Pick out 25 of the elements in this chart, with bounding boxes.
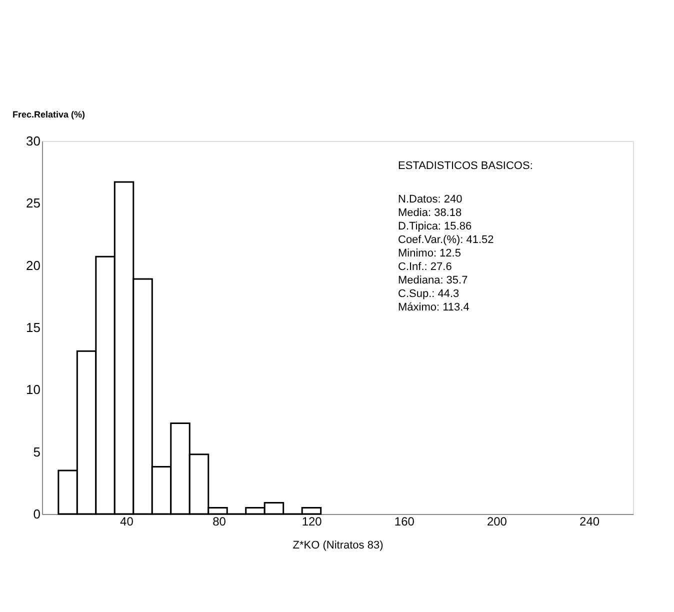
y-tick-label: 30 xyxy=(26,134,40,148)
x-tick-label: 40 xyxy=(120,514,134,528)
y-tick-label: 25 xyxy=(26,196,40,211)
annotation: ESTADISTICOS BASICOS: xyxy=(398,160,533,172)
annotation: Minimo: 12.5 xyxy=(398,248,461,260)
x-tick-label: 200 xyxy=(486,514,508,528)
annotation: Media: 38.18 xyxy=(398,207,462,219)
y-tick-label: 15 xyxy=(26,320,40,335)
x-tick-label: 160 xyxy=(394,514,415,528)
annotation: Coef.Var.(%): 41.52 xyxy=(398,234,494,246)
x-tick-label: 80 xyxy=(212,514,226,528)
annotation: N.Datos: 240 xyxy=(398,194,462,206)
annotation: Mediana: 35.7 xyxy=(398,274,468,286)
annotation: C.Inf.: 27.6 xyxy=(398,261,452,273)
y-tick-label: 20 xyxy=(26,258,40,273)
annotation: D.Tipica: 15.86 xyxy=(398,220,472,232)
y-tick-label: 5 xyxy=(33,444,40,460)
y-tick-label: 0 xyxy=(33,506,40,522)
x-axis-title: Z*KO (Nitratos 83) xyxy=(292,540,384,552)
annotation: Máximo: 113.4 xyxy=(398,302,470,314)
y-tick-label: 10 xyxy=(26,382,40,398)
y-axis-title: Frec.Relativa (%) xyxy=(12,110,86,120)
x-tick-label: 120 xyxy=(302,514,322,528)
x-tick-label: 240 xyxy=(580,514,600,528)
annotation: C.Sup.: 44.3 xyxy=(398,288,460,300)
